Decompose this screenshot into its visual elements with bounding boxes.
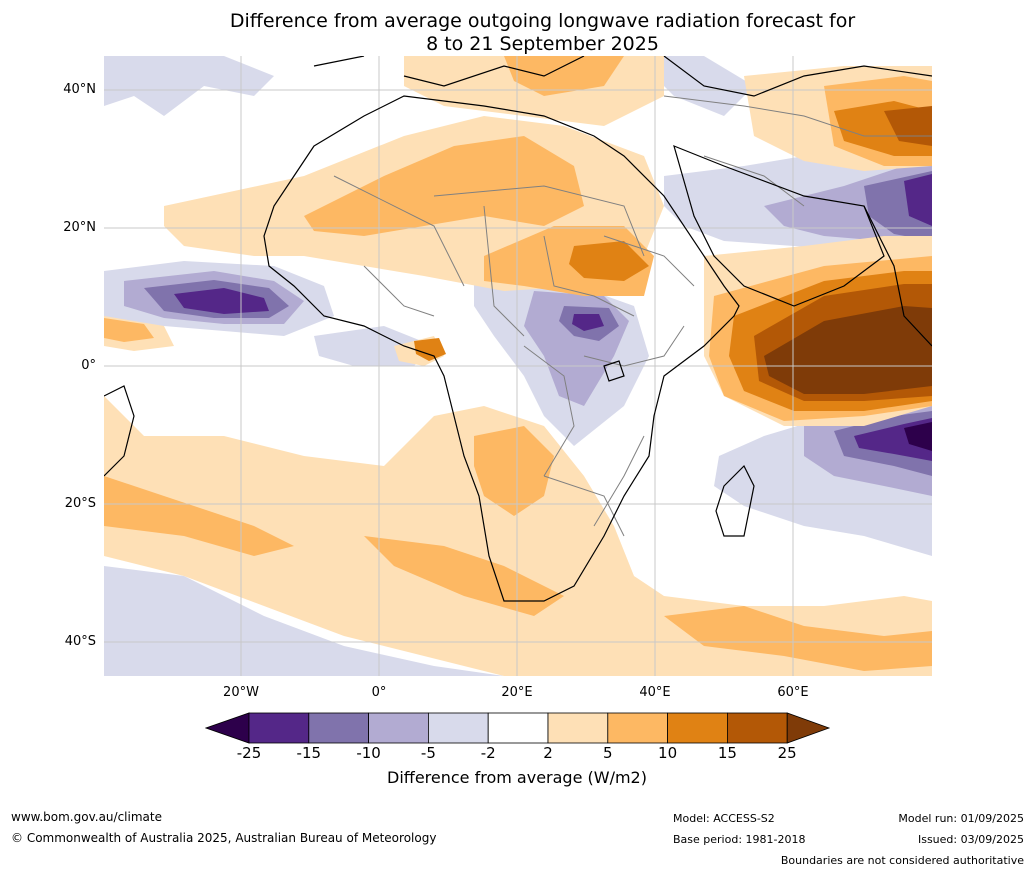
- colorbar-label: Difference from average (W/m2): [387, 768, 647, 787]
- colorbar-segment: [727, 712, 788, 744]
- lat-label-20s: 20°S: [64, 496, 96, 511]
- lat-label-40n: 40°N: [63, 82, 96, 97]
- chart-title: Difference from average outgoing longwav…: [0, 10, 1035, 56]
- colorbar-tick-label: -15: [296, 744, 322, 762]
- colorbar-tick-label: 25: [777, 744, 797, 762]
- colorbar-segment: [368, 712, 429, 744]
- model-text: Model: ACCESS-S2: [673, 812, 775, 825]
- colorbar-tick-label: -25: [236, 744, 262, 762]
- colorbar-tick-label: -10: [356, 744, 381, 762]
- lon-label-60e: 60°E: [777, 685, 809, 700]
- colorbar-tick-label: -2: [480, 744, 496, 762]
- lon-label-20e: 20°E: [501, 685, 533, 700]
- colorbar-segment: [427, 712, 489, 744]
- colorbar-extend-high: [786, 712, 831, 744]
- colorbar-segment: [487, 712, 549, 744]
- issued-text: Issued: 03/09/2025: [917, 833, 1024, 846]
- lon-label-20w: 20°W: [223, 685, 259, 700]
- title-line-1: Difference from average outgoing longwav…: [229, 10, 856, 32]
- colorbar-segment: [308, 712, 370, 744]
- colorbar-tick-label: 15: [717, 744, 737, 762]
- website-text: www.bom.gov.au/climate: [11, 810, 162, 824]
- copyright-text: © Commonwealth of Australia 2025, Austra…: [11, 831, 437, 845]
- lat-label-40s: 40°S: [64, 634, 96, 649]
- model-run-text: Model run: 01/09/2025: [898, 812, 1024, 825]
- anomaly-darkest-purple-field: [904, 422, 932, 451]
- colorbar-segment: [547, 712, 609, 744]
- colorbar-tick-label: 10: [658, 744, 678, 762]
- title-line-2: 8 to 21 September 2025: [426, 33, 659, 55]
- lon-label-40e: 40°E: [639, 685, 671, 700]
- colorbar-tick-label: -5: [420, 744, 436, 762]
- colorbar-tick-label: 5: [603, 744, 613, 762]
- colorbar-segment: [667, 712, 728, 744]
- olr-anomaly-map: [104, 56, 932, 676]
- colorbar-segment: [248, 712, 310, 744]
- anomaly-darkest-brown-field: [764, 306, 932, 394]
- base-period-text: Base period: 1981-2018: [673, 833, 806, 846]
- colorbar-extend-low: [205, 712, 250, 744]
- colorbar: [205, 712, 831, 744]
- lat-label-20n: 20°N: [63, 220, 96, 235]
- country-borders: [333, 95, 932, 537]
- colorbar-tick-label: 2: [543, 744, 553, 762]
- anomaly-dark-purple-fields: [174, 174, 932, 461]
- graticule: [104, 56, 932, 676]
- disclaimer-text: Boundaries are not considered authoritat…: [780, 854, 1024, 867]
- lon-label-0: 0°: [371, 685, 387, 700]
- lat-label-0: 0°: [81, 358, 96, 373]
- coastlines: [104, 56, 932, 602]
- colorbar-segment: [607, 712, 668, 744]
